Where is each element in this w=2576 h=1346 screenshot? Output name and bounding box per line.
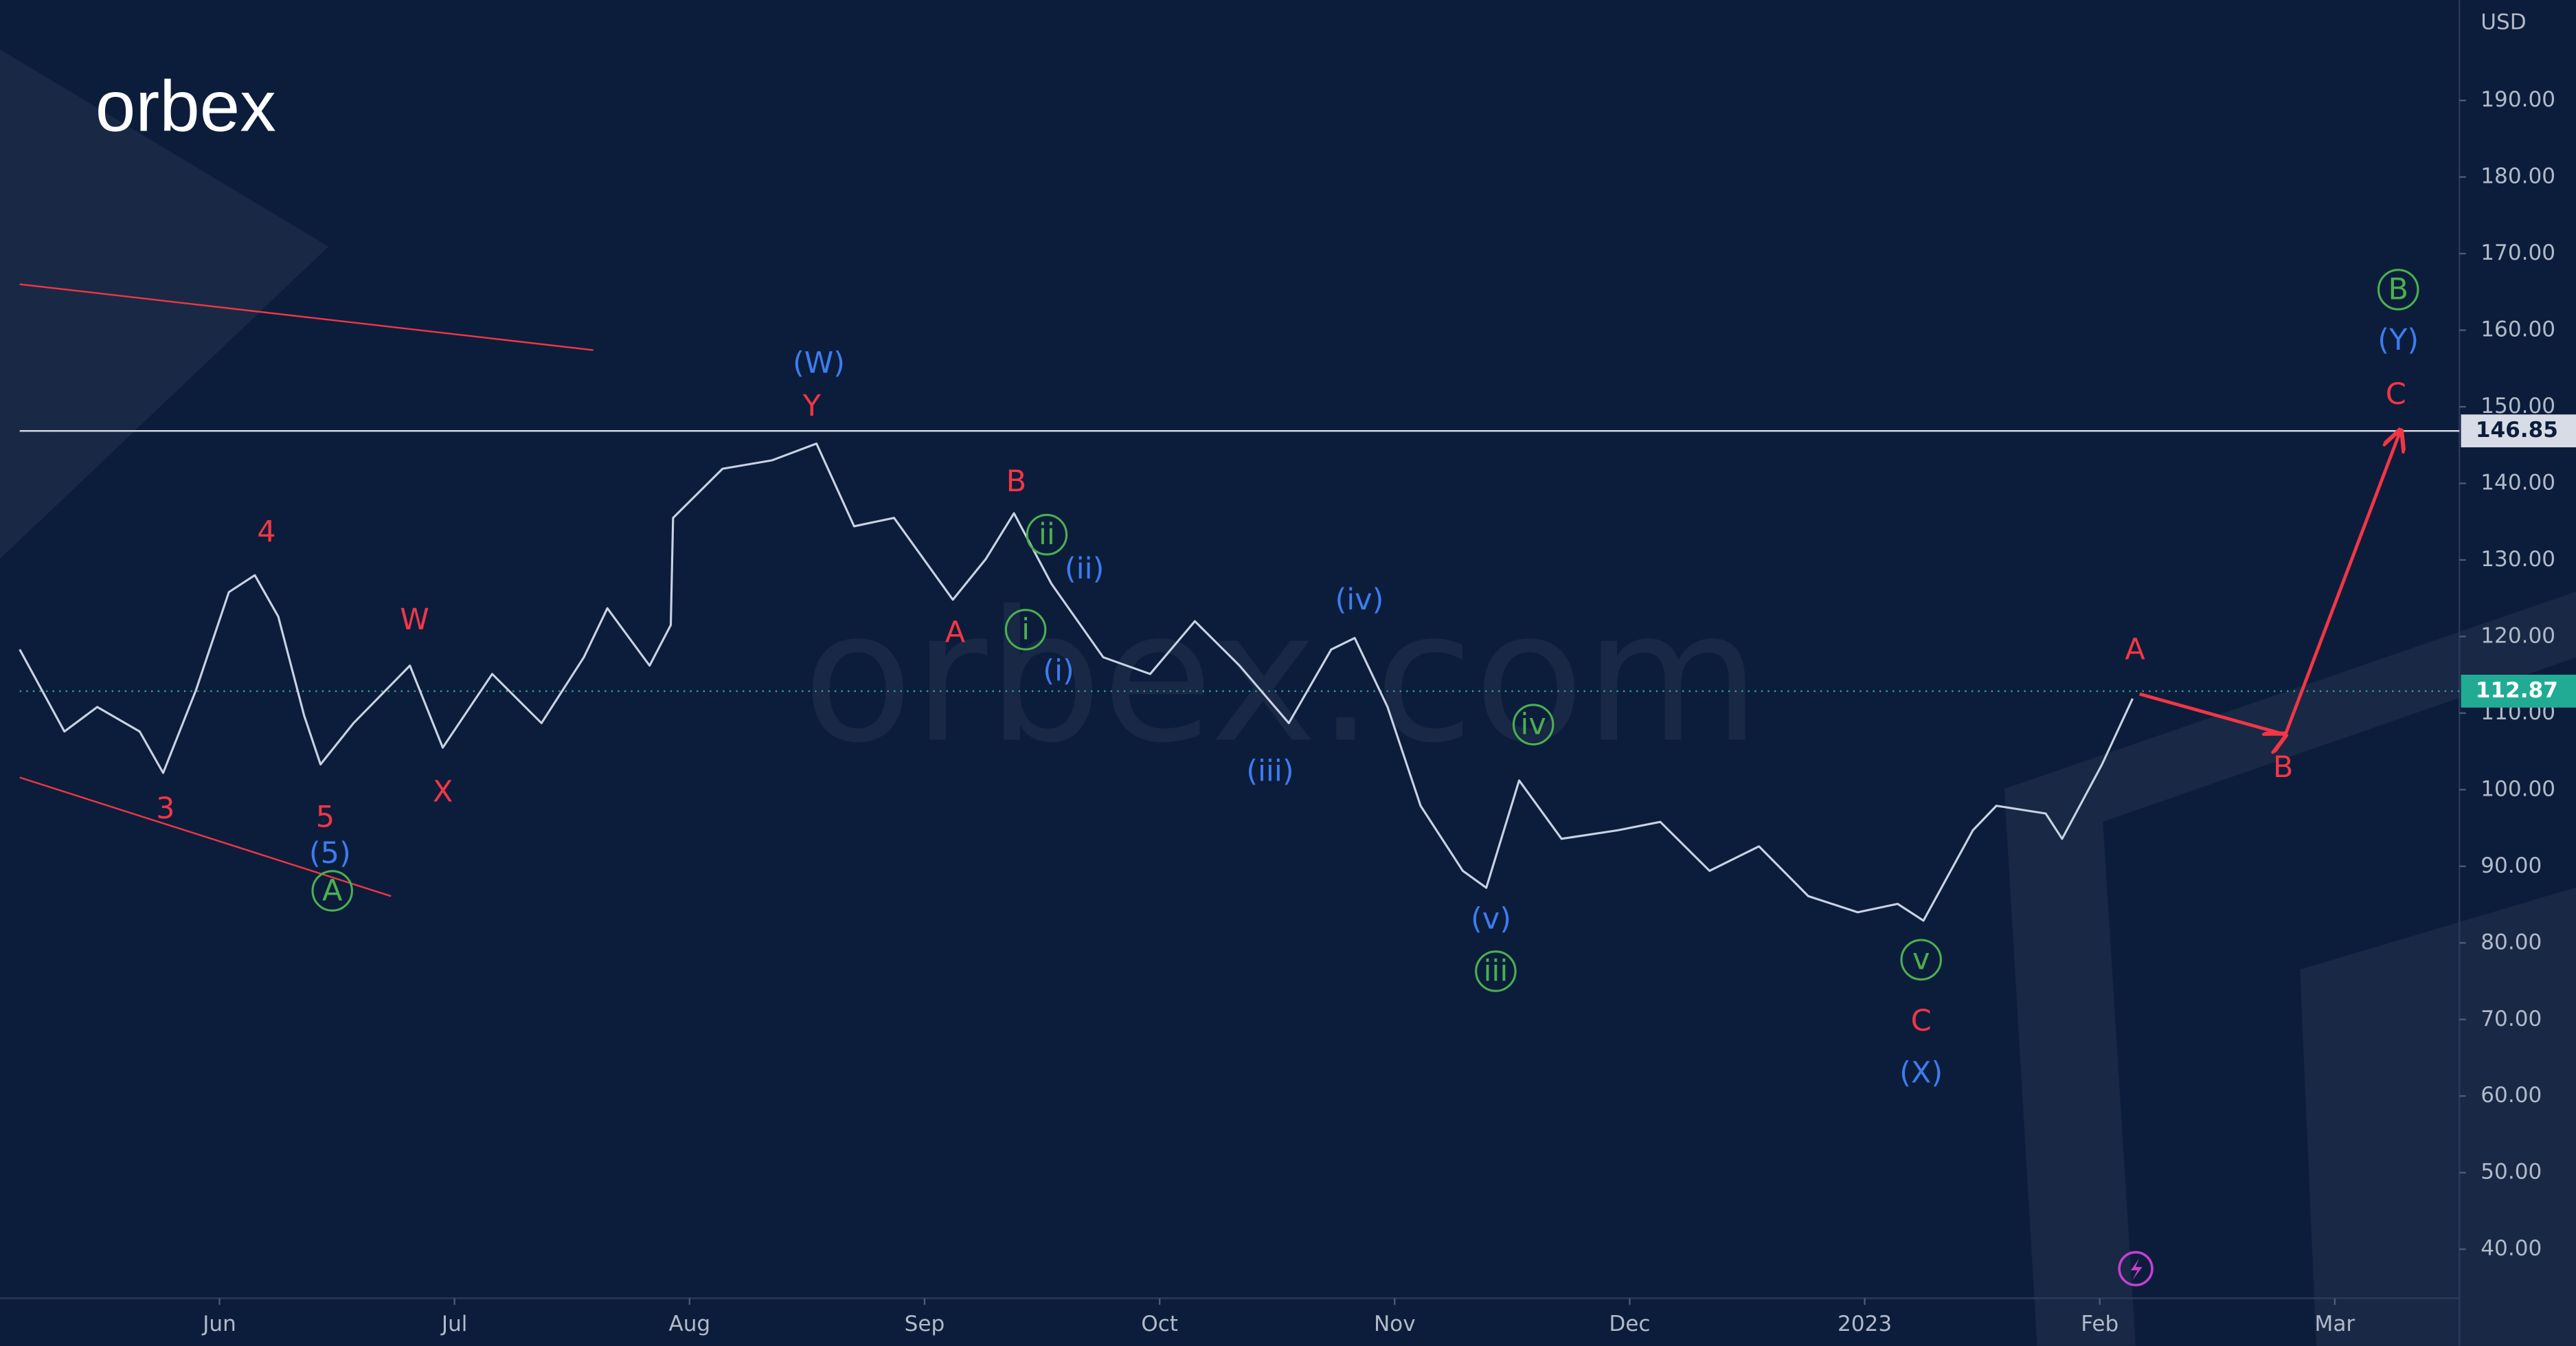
wave-label: (W) bbox=[793, 346, 845, 380]
y-tick-label: 120.00 bbox=[2481, 623, 2555, 648]
wave-label: B bbox=[2388, 272, 2408, 306]
y-tick-label: 40.00 bbox=[2481, 1236, 2542, 1261]
wave-label-circle bbox=[1475, 950, 1517, 992]
y-tick-label: 160.00 bbox=[2481, 317, 2555, 342]
y-tick-label: 60.00 bbox=[2481, 1083, 2542, 1108]
wave-label: (i) bbox=[1043, 653, 1074, 688]
wave-label-circle bbox=[2377, 269, 2419, 311]
wave-label: 5 bbox=[316, 800, 335, 834]
y-tick-label: 140.00 bbox=[2481, 470, 2555, 495]
x-tick-label: Jul bbox=[440, 1312, 468, 1336]
wave-label: (iv) bbox=[1335, 583, 1383, 617]
wave-label: v bbox=[1912, 943, 1930, 977]
currency-label: USD bbox=[2481, 10, 2526, 35]
price-line bbox=[19, 442, 2134, 922]
watermark: orbex.com bbox=[802, 573, 1760, 783]
x-tick-label: Mar bbox=[2315, 1312, 2355, 1336]
event-icon bbox=[2118, 1250, 2154, 1287]
wave-label: X bbox=[433, 775, 453, 809]
wave-label: (Y) bbox=[2377, 323, 2419, 357]
y-tick-label: 170.00 bbox=[2481, 240, 2555, 265]
wave-label-circle bbox=[1026, 513, 1068, 556]
level-label: 146.85 bbox=[2476, 418, 2558, 442]
wave-label: Y bbox=[802, 389, 822, 423]
y-tick-label: 190.00 bbox=[2481, 87, 2555, 112]
last-price-box bbox=[2461, 674, 2576, 708]
x-tick-label: 2023 bbox=[1838, 1312, 1892, 1336]
x-tick-label: Sep bbox=[905, 1312, 945, 1336]
wave-label: (X) bbox=[1899, 1056, 1943, 1090]
wave-label-circle bbox=[1900, 939, 1942, 981]
wave-label: W bbox=[400, 603, 429, 637]
wave-label: A bbox=[2125, 632, 2145, 666]
trend-line bbox=[19, 283, 594, 351]
wave-label-circle bbox=[1004, 609, 1047, 651]
wave-label: C bbox=[1911, 1004, 1932, 1038]
projection-path bbox=[2139, 431, 2401, 735]
x-tick-label: Feb bbox=[2081, 1312, 2119, 1336]
wave-label: iii bbox=[1483, 954, 1508, 988]
y-tick-label: 50.00 bbox=[2481, 1160, 2542, 1185]
wave-label: (ii) bbox=[1065, 552, 1105, 586]
y-tick-label: 150.00 bbox=[2481, 394, 2555, 418]
y-tick-label: 80.00 bbox=[2481, 930, 2542, 954]
wave-label: iv bbox=[1520, 708, 1546, 742]
y-tick-label: 70.00 bbox=[2481, 1007, 2542, 1031]
wave-label: (5) bbox=[309, 836, 351, 871]
wave-label: A bbox=[945, 616, 966, 650]
wave-label: B bbox=[1006, 464, 1027, 499]
y-tick-label: 90.00 bbox=[2481, 853, 2542, 878]
wave-label: C bbox=[2386, 377, 2406, 412]
wave-label: ii bbox=[1039, 517, 1055, 552]
x-tick-label: Jun bbox=[201, 1312, 236, 1336]
wave-label: A bbox=[322, 873, 343, 908]
y-tick-label: 130.00 bbox=[2481, 547, 2555, 572]
x-tick-label: Aug bbox=[668, 1312, 710, 1336]
logo: orbex bbox=[95, 67, 276, 147]
last-price-label: 112.87 bbox=[2476, 678, 2558, 703]
wave-label: (v) bbox=[1471, 902, 1511, 936]
x-tick-label: Nov bbox=[1374, 1312, 1416, 1336]
wave-label: (iii) bbox=[1246, 754, 1293, 789]
x-tick-label: Dec bbox=[1609, 1312, 1650, 1336]
trend-line bbox=[19, 776, 392, 897]
wave-label: 3 bbox=[156, 792, 174, 826]
y-tick-label: 100.00 bbox=[2481, 776, 2555, 801]
wave-label-circle bbox=[311, 870, 354, 912]
wave-label: B bbox=[2273, 750, 2294, 785]
level-label-box bbox=[2461, 414, 2576, 448]
wave-label-circle bbox=[1512, 704, 1555, 745]
wave-label: i bbox=[1021, 612, 1030, 647]
wave-label: 4 bbox=[257, 515, 275, 550]
x-tick-label: Oct bbox=[1141, 1312, 1178, 1336]
y-tick-label: 180.00 bbox=[2481, 164, 2555, 189]
